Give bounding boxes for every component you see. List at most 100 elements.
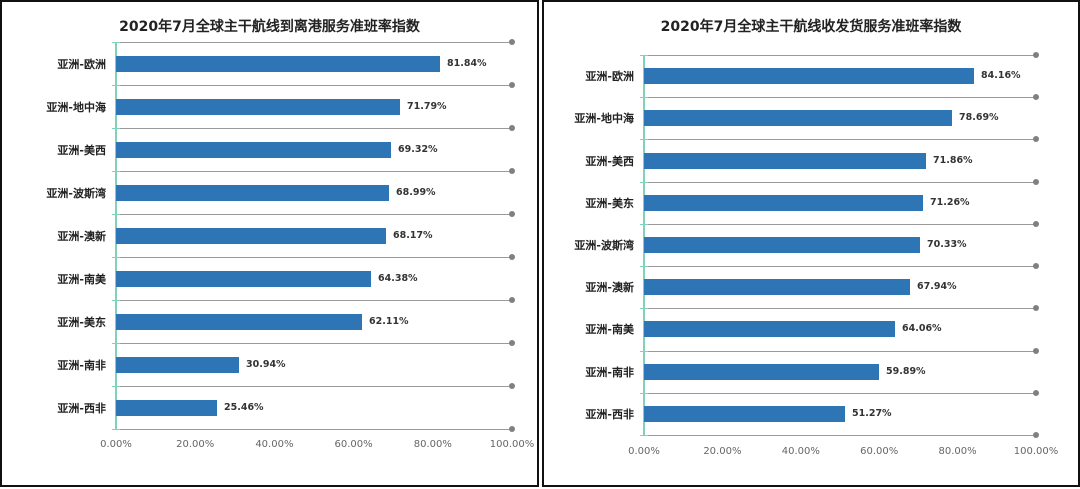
- category-label: 亚洲-美东: [585, 197, 634, 210]
- gridline-end-dot: [509, 297, 515, 303]
- gridline: [116, 300, 512, 301]
- gridline-end-dot: [1033, 305, 1039, 311]
- data-label: 71.86%: [933, 155, 973, 166]
- gridline-end-dot: [1033, 136, 1039, 142]
- gridline-end-dot: [509, 82, 515, 88]
- x-tick-label: 20.00%: [176, 439, 215, 450]
- gridline: [644, 55, 1036, 56]
- gridline: [644, 182, 1036, 183]
- bar: [116, 99, 400, 115]
- gridline: [644, 224, 1036, 225]
- data-label: 78.69%: [959, 112, 999, 123]
- x-tick-label: 100.00%: [489, 439, 535, 450]
- chart-panel-departure-arrival: 2020年7月全球主干航线到离港服务准班率指数 亚洲-欧洲 81.84% 亚洲-地中…: [0, 0, 539, 487]
- category-label: 亚洲-南非: [57, 359, 106, 372]
- bar: [116, 185, 389, 201]
- bar: [644, 153, 926, 169]
- data-label: 69.32%: [398, 144, 438, 155]
- bar: [644, 195, 923, 211]
- gridline: [116, 343, 512, 344]
- category-label: 亚洲-南美: [585, 323, 634, 336]
- bar: [116, 400, 217, 416]
- gridline: [116, 128, 512, 129]
- axis-tick: [640, 435, 648, 436]
- category-label: 亚洲-地中海: [574, 112, 634, 125]
- bar: [116, 357, 239, 373]
- data-label: 51.27%: [852, 408, 892, 419]
- bar: [644, 321, 895, 337]
- bar: [116, 228, 386, 244]
- gridline: [116, 257, 512, 258]
- chart-title: 2020年7月全球主干航线收发货服务准班率指数: [660, 19, 962, 35]
- category-label: 亚洲-西非: [57, 402, 106, 415]
- gridline: [644, 435, 1036, 436]
- category-label: 亚洲-美东: [57, 316, 106, 329]
- gridline-end-dot: [509, 211, 515, 217]
- gridline-end-dot: [1033, 94, 1039, 100]
- gridline-end-dot: [1033, 432, 1039, 438]
- bar: [644, 364, 879, 380]
- data-label: 70.33%: [927, 239, 967, 250]
- x-tick-label: 60.00%: [334, 439, 373, 450]
- category-label: 亚洲-西非: [585, 408, 634, 421]
- gridline: [116, 386, 512, 387]
- data-label: 30.94%: [246, 359, 286, 370]
- data-label: 62.11%: [369, 316, 409, 327]
- chart-title: 2020年7月全球主干航线到离港服务准班率指数: [119, 19, 420, 35]
- category-label: 亚洲-波斯湾: [574, 239, 634, 252]
- data-label: 71.79%: [407, 101, 447, 112]
- data-label: 67.94%: [917, 281, 957, 292]
- data-label: 64.38%: [378, 273, 418, 284]
- gridline: [644, 139, 1036, 140]
- bar: [116, 271, 371, 287]
- x-tick-label: 60.00%: [860, 446, 899, 457]
- x-tick-label: 100.00%: [1013, 446, 1059, 457]
- data-label: 25.46%: [224, 402, 264, 413]
- gridline-end-dot: [1033, 348, 1039, 354]
- gridline-end-dot: [509, 39, 515, 45]
- gridline-end-dot: [1033, 390, 1039, 396]
- gridline: [116, 42, 512, 43]
- gridline-end-dot: [509, 168, 515, 174]
- data-label: 59.89%: [886, 366, 926, 377]
- gridline-end-dot: [509, 383, 515, 389]
- x-tick-label: 80.00%: [413, 439, 452, 450]
- gridline-end-dot: [1033, 263, 1039, 269]
- x-tick-label: 20.00%: [703, 446, 742, 457]
- data-label: 68.99%: [396, 187, 436, 198]
- gridline: [644, 351, 1036, 352]
- category-label: 亚洲-美西: [585, 155, 634, 168]
- bar: [644, 68, 974, 84]
- x-tick-label: 80.00%: [938, 446, 977, 457]
- gridline: [116, 171, 512, 172]
- category-label: 亚洲-地中海: [46, 101, 106, 114]
- data-label: 81.84%: [447, 58, 487, 69]
- gridline: [644, 266, 1036, 267]
- bar: [644, 406, 845, 422]
- category-label: 亚洲-澳新: [57, 230, 106, 243]
- category-label: 亚洲-欧洲: [585, 70, 634, 83]
- bar: [116, 56, 440, 72]
- gridline-end-dot: [1033, 221, 1039, 227]
- gridline-end-dot: [1033, 52, 1039, 58]
- x-tick-label: 0.00%: [100, 439, 132, 450]
- category-label: 亚洲-欧洲: [57, 58, 106, 71]
- x-tick-label: 40.00%: [781, 446, 820, 457]
- gridline-end-dot: [509, 125, 515, 131]
- bar: [644, 110, 952, 126]
- category-label: 亚洲-南非: [585, 366, 634, 379]
- category-label: 亚洲-波斯湾: [46, 187, 106, 200]
- gridline: [644, 393, 1036, 394]
- gridline-end-dot: [509, 340, 515, 346]
- gridline: [116, 85, 512, 86]
- data-label: 68.17%: [393, 230, 433, 241]
- category-label: 亚洲-澳新: [585, 281, 634, 294]
- data-label: 71.26%: [930, 197, 970, 208]
- bar: [116, 142, 391, 158]
- x-tick-label: 0.00%: [628, 446, 660, 457]
- gridline-end-dot: [509, 426, 515, 432]
- x-tick-label: 40.00%: [255, 439, 294, 450]
- bar: [644, 279, 910, 295]
- data-label: 84.16%: [981, 70, 1021, 81]
- bar: [644, 237, 920, 253]
